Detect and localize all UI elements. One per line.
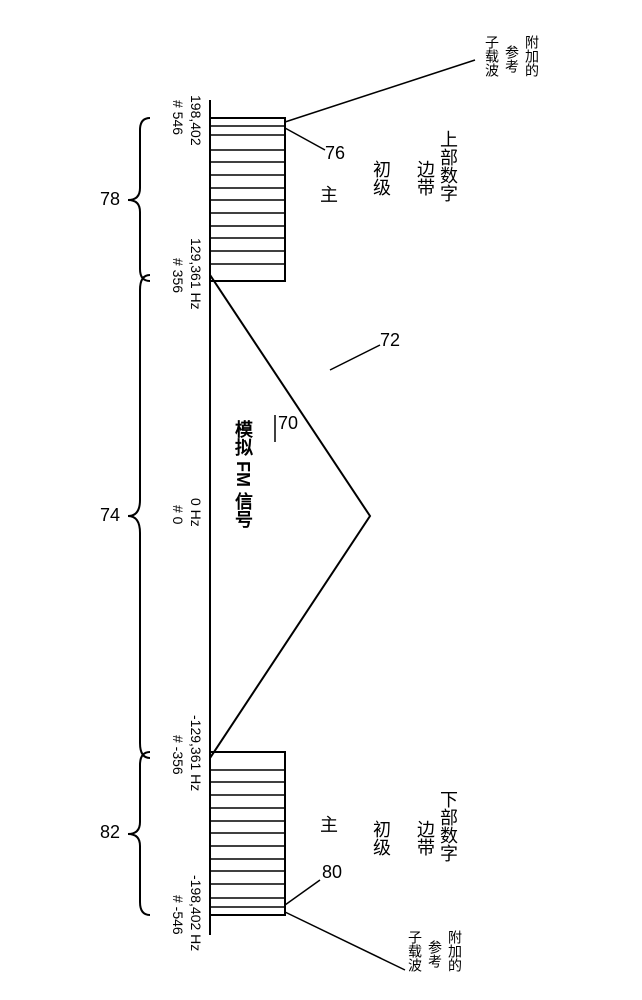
brace-82	[128, 752, 150, 915]
freq-upper-high-n: # 546	[170, 100, 186, 135]
lower-sideband-primary: 初级	[368, 820, 394, 856]
upper-ref-3: 子载波	[482, 35, 502, 77]
freq-upper-high-hz: 198,402	[188, 95, 204, 146]
upper-ref-2: 参考	[502, 45, 522, 73]
leader-76	[285, 128, 325, 150]
freq-lower-low-n: # -546	[170, 895, 186, 935]
lower-ref-3: 子载波	[405, 930, 425, 972]
upper-sideband-primary: 初级	[368, 160, 394, 196]
brace-78	[128, 118, 150, 281]
ref-78: 78	[100, 189, 120, 210]
freq-lower-high-hz: -129,361 Hz	[188, 715, 204, 791]
upper-sideband-title-2: 边带	[412, 160, 438, 196]
ref-80: 80	[322, 862, 342, 883]
ref-74: 74	[100, 505, 120, 526]
freq-center-hz: 0 Hz	[188, 498, 204, 527]
leader-upper-ref	[285, 60, 475, 122]
freq-lower-low-hz: -198,402 Hz	[188, 875, 204, 951]
brace-74	[128, 275, 150, 758]
leader-80	[285, 880, 320, 905]
leader-lower-ref	[285, 912, 405, 970]
freq-center-n: # 0	[170, 505, 186, 524]
lower-sideband-title-1: 下部数字	[435, 790, 461, 862]
analog-fm-label: 模拟 FM 信号	[230, 420, 256, 528]
upper-sideband-main: 主	[315, 185, 341, 203]
lower-ref-2: 参考	[425, 940, 445, 968]
spectrum-diagram	[0, 0, 642, 1000]
lower-sideband-title-2: 边带	[412, 820, 438, 856]
lower-sideband-main: 主	[315, 815, 341, 833]
leader-72	[330, 345, 380, 370]
ref-82: 82	[100, 822, 120, 843]
ref-76: 76	[325, 143, 345, 164]
freq-upper-low-hz: 129,361 Hz	[188, 238, 204, 310]
freq-lower-high-n: # -356	[170, 735, 186, 775]
lower-ref-1: 附加的	[445, 930, 465, 972]
upper-sideband-title-1: 上部数字	[435, 130, 461, 202]
ref-70: 70	[278, 413, 298, 434]
ref-72: 72	[380, 330, 400, 351]
upper-ref-1: 附加的	[522, 35, 542, 77]
freq-upper-low-n: # 356	[170, 258, 186, 293]
